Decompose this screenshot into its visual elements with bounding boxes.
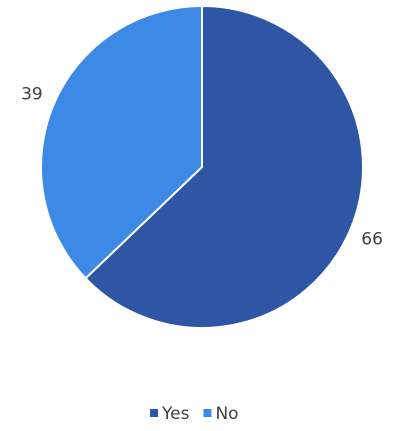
pie-slice [40, 4, 203, 280]
legend-label: Yes [161, 404, 190, 424]
data-label: 66 [361, 230, 383, 250]
pie-slice [84, 4, 364, 329]
legend-swatch [150, 409, 158, 417]
data-label: 39 [21, 84, 43, 104]
legend-swatch [203, 409, 212, 417]
legend-label: No [215, 404, 238, 424]
